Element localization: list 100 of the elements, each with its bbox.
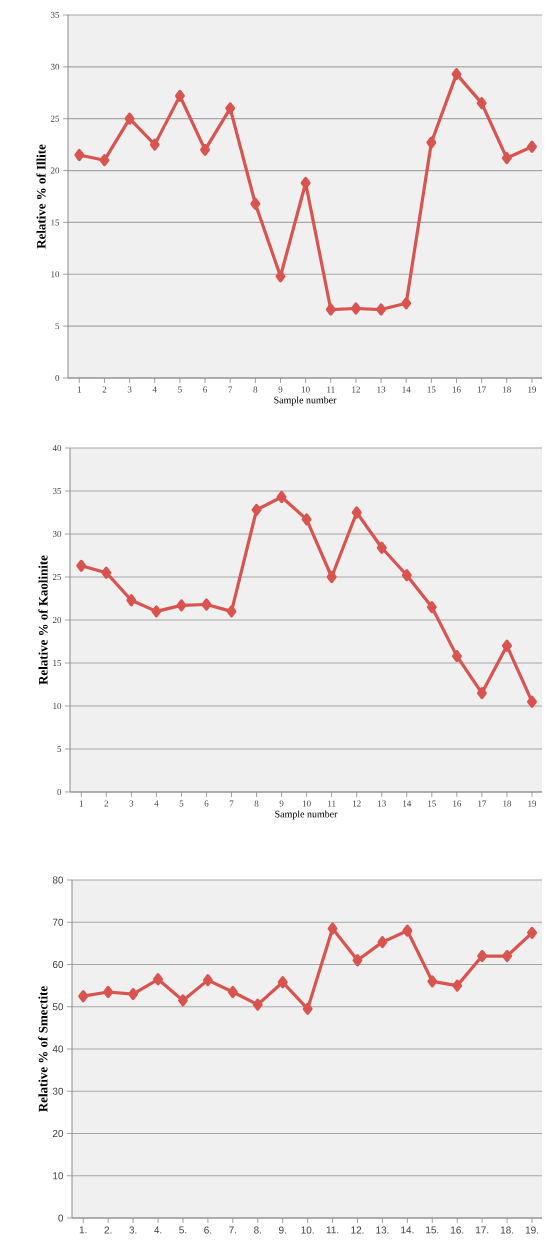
y-tick-label: 10 xyxy=(51,271,60,278)
point xyxy=(177,994,188,1007)
point xyxy=(501,639,512,652)
point xyxy=(502,949,513,963)
point xyxy=(101,566,112,579)
point xyxy=(352,954,363,967)
x-tick-label: 13. xyxy=(376,1226,389,1234)
x-tick-label: 11 xyxy=(327,386,335,393)
point xyxy=(325,303,336,316)
x-tick-label: 13 xyxy=(377,386,386,393)
point xyxy=(301,513,312,526)
x-tick-label: 16 xyxy=(453,800,462,807)
point xyxy=(227,985,238,999)
point xyxy=(226,605,237,618)
point xyxy=(153,973,163,986)
x-tick-label: 8 xyxy=(254,800,259,807)
point xyxy=(277,976,288,989)
point xyxy=(426,136,437,149)
x-tick-label: 4. xyxy=(154,1226,162,1234)
point xyxy=(275,270,286,283)
x-tick-label: 17 xyxy=(477,386,486,393)
point xyxy=(326,570,337,584)
y-tick-label: 25 xyxy=(52,573,62,581)
x-axis-title: Sample number xyxy=(275,810,338,820)
point xyxy=(401,297,412,310)
point xyxy=(451,68,462,81)
y-axis-title: Relative % of Smectite xyxy=(38,986,48,1112)
y-tick-label: 0 xyxy=(57,788,62,796)
x-tick-label: 2. xyxy=(104,1226,112,1234)
y-tick-label: 5 xyxy=(57,746,62,752)
x-tick-label: 6 xyxy=(203,386,208,393)
y-tick-label: 0 xyxy=(55,374,60,382)
point xyxy=(427,975,438,988)
x-tick-label: 5 xyxy=(178,386,182,393)
x-tick-label: 3. xyxy=(129,1226,137,1234)
point xyxy=(377,936,388,949)
x-tick-label: 9 xyxy=(278,386,283,393)
y-tick-label: 5 xyxy=(55,323,60,330)
x-tick-label: 3 xyxy=(129,800,134,807)
x-tick-label: 1 xyxy=(77,386,82,393)
x-axis-title: Sample number xyxy=(274,396,337,406)
point xyxy=(451,650,462,663)
y-tick-label: 20 xyxy=(52,616,62,624)
x-tick-label: 9 xyxy=(279,800,284,807)
x-tick-label: 16 xyxy=(452,386,461,393)
point xyxy=(302,1002,313,1015)
x-tick-label: 6. xyxy=(204,1226,212,1234)
point xyxy=(126,594,137,607)
point xyxy=(200,143,211,156)
y-tick-label: 35 xyxy=(50,11,60,18)
x-tick-label: 1 xyxy=(79,800,83,807)
point xyxy=(276,490,287,504)
point xyxy=(476,687,487,700)
x-tick-label: 15 xyxy=(427,386,436,393)
x-tick-label: 14 xyxy=(402,386,411,393)
x-tick-label: 7 xyxy=(228,386,233,393)
y-tick-label: 35 xyxy=(52,487,62,495)
x-tick-label: 12 xyxy=(353,800,361,807)
point xyxy=(426,601,437,614)
x-tick-label: 10. xyxy=(301,1226,314,1234)
point xyxy=(128,987,139,1001)
x-tick-label: 5. xyxy=(179,1226,187,1234)
x-tick-label: 4 xyxy=(154,800,159,807)
y-tick-label: 80 xyxy=(52,876,64,884)
point xyxy=(527,926,537,939)
y-tick-label: 20 xyxy=(50,167,60,174)
point xyxy=(476,97,487,110)
x-tick-label: 18 xyxy=(503,800,512,807)
x-tick-label: 19. xyxy=(525,1226,539,1234)
y-tick-label: 60 xyxy=(52,960,64,969)
y-tick-label: 25 xyxy=(50,115,60,122)
y-tick-label: 10 xyxy=(53,1172,64,1180)
y-tick-label: 15 xyxy=(51,219,60,226)
y-tick-label: 30 xyxy=(52,530,62,538)
x-tick-label: 2 xyxy=(104,800,109,807)
x-tick-label: 14 xyxy=(403,800,412,807)
x-tick-label: 4 xyxy=(152,386,157,393)
x-tick-label: 17 xyxy=(478,800,487,807)
point xyxy=(477,949,488,963)
point xyxy=(376,541,387,554)
x-tick-label: 17. xyxy=(476,1226,489,1234)
x-tick-label: 1. xyxy=(79,1226,87,1234)
x-tick-label: 18 xyxy=(503,386,511,393)
y-tick-label: 30 xyxy=(52,1087,64,1095)
x-tick-label: 19 xyxy=(528,386,537,393)
x-tick-label: 15. xyxy=(426,1226,439,1234)
x-tick-label: 11 xyxy=(328,800,336,807)
y-axis-title: Relative % of Kaolinite xyxy=(38,555,48,685)
y-axis-title: Relative % of Illite xyxy=(36,144,46,249)
point xyxy=(201,598,212,611)
x-tick-label: 12 xyxy=(352,386,360,393)
x-tick-label: 3 xyxy=(127,386,132,393)
y-tick-label: 40 xyxy=(52,444,62,452)
x-tick-label: 16. xyxy=(451,1226,464,1234)
point xyxy=(124,112,135,125)
x-tick-label: 11. xyxy=(326,1226,339,1234)
x-tick-label: 9. xyxy=(279,1226,286,1234)
x-tick-label: 15 xyxy=(428,800,436,807)
x-tick-label: 8. xyxy=(254,1226,261,1234)
point xyxy=(402,924,413,937)
